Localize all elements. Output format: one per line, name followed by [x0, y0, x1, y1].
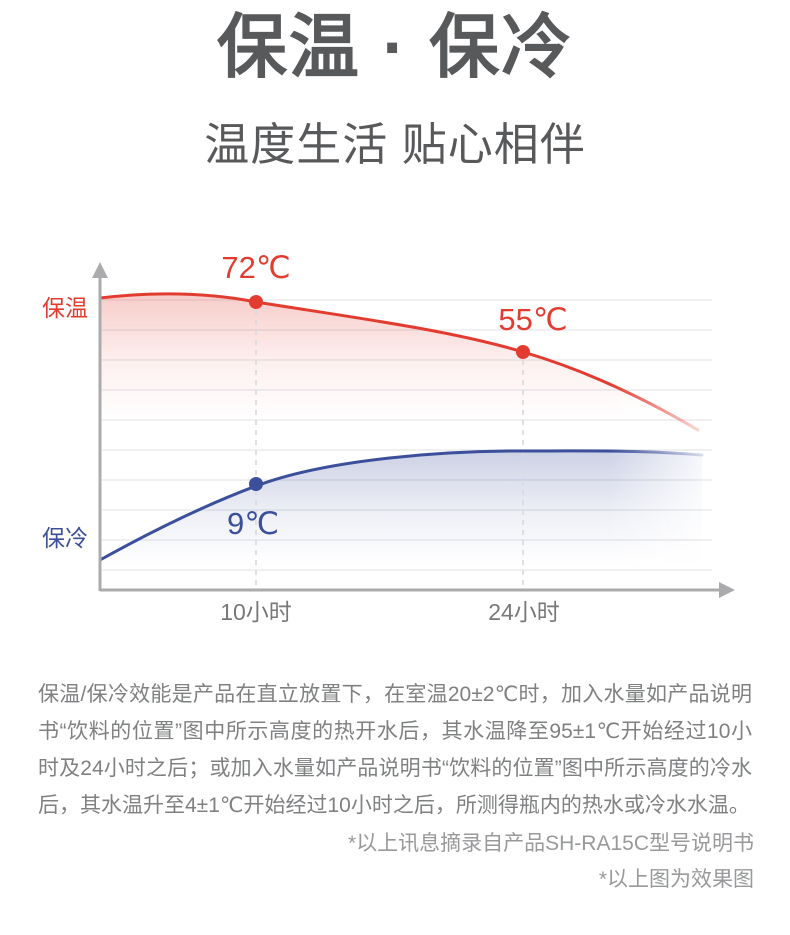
- page-subtitle: 温度生活 贴心相伴: [204, 119, 586, 170]
- hot-point-24h-value: 55℃: [498, 302, 568, 337]
- hot-series-label: 保温: [42, 295, 88, 321]
- y-axis-arrow-icon: [92, 262, 108, 278]
- page-title: 保温 · 保冷: [216, 8, 574, 86]
- disclaimer-note: *以上图为效果图: [598, 868, 754, 891]
- x-tick-10h: 10小时: [220, 599, 292, 625]
- data-point-cold-10h: [249, 477, 263, 491]
- hot-curve: [98, 292, 700, 432]
- x-tick-24h: 24小时: [488, 599, 560, 625]
- hot-area-fill: [100, 293, 698, 442]
- data-point-hot-10h: [249, 295, 263, 309]
- source-note: *以上讯息摘录自产品SH-RA15C型号说明书: [347, 832, 754, 855]
- axes: [92, 262, 735, 598]
- cold-curve: [98, 449, 704, 562]
- chart-canvas: [92, 262, 735, 598]
- hot-point-10h-value: 72℃: [221, 250, 291, 285]
- temperature-retention-chart: [30, 250, 760, 640]
- cold-point-10h-value: 9℃: [226, 506, 280, 541]
- cold-series-label: 保冷: [42, 525, 88, 551]
- cold-area-fill: [100, 450, 702, 580]
- data-point-hot-24h: [516, 345, 530, 359]
- x-axis-arrow-icon: [719, 582, 735, 598]
- test-conditions-description: 保温/保冷效能是产品在直立放置下，在室温20±2℃时，加入水量如产品说明书“饮料…: [38, 683, 752, 817]
- dashed-guides: [255, 310, 524, 588]
